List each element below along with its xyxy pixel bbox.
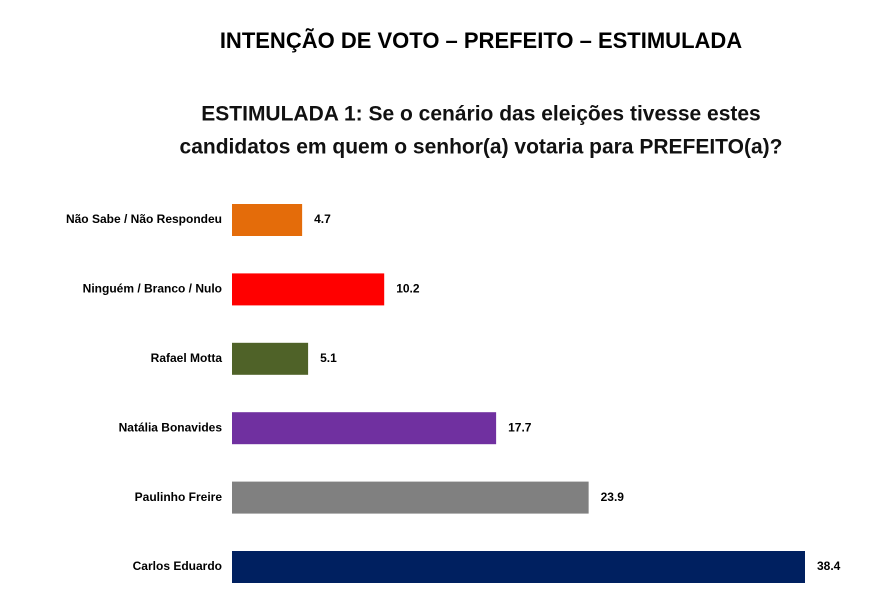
value-label: 23.9 bbox=[601, 490, 625, 504]
bar bbox=[232, 551, 805, 583]
category-label: Rafael Motta bbox=[151, 351, 223, 365]
value-label: 10.2 bbox=[396, 282, 420, 296]
bar bbox=[232, 273, 385, 306]
chart-subtitle: candidatos em quem o senhor(a) votaria p… bbox=[180, 136, 783, 159]
category-label: Paulinho Freire bbox=[135, 490, 223, 504]
category-label: Carlos Eduardo bbox=[133, 559, 222, 573]
bar bbox=[232, 481, 589, 514]
value-label: 4.7 bbox=[314, 212, 331, 226]
category-label: Natália Bonavides bbox=[119, 420, 223, 434]
chart-subtitle: ESTIMULADA 1: Se o cenário das eleições … bbox=[201, 103, 760, 126]
category-label: Ninguém / Branco / Nulo bbox=[83, 282, 222, 296]
bar bbox=[232, 342, 309, 375]
value-label: 38.4 bbox=[817, 559, 841, 573]
chart-title: INTENÇÃO DE VOTO – PREFEITO – ESTIMULADA bbox=[220, 28, 742, 53]
bar bbox=[232, 412, 497, 445]
bar bbox=[232, 204, 303, 236]
value-label: 5.1 bbox=[320, 351, 337, 365]
value-label: 17.7 bbox=[508, 420, 532, 434]
category-label: Não Sabe / Não Respondeu bbox=[66, 212, 222, 226]
